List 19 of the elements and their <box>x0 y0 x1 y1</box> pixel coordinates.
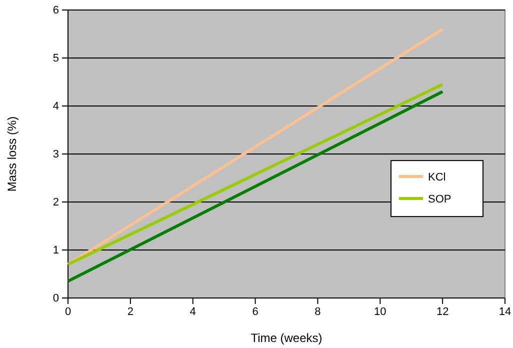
x-tick-label: 8 <box>314 306 321 318</box>
y-tick-label: 6 <box>52 4 59 17</box>
x-tick-label: 6 <box>252 306 258 318</box>
y-tick-label: 5 <box>52 52 59 65</box>
x-tick-label: 4 <box>190 306 196 318</box>
y-tick-label: 2 <box>52 196 59 209</box>
x-axis-title: Time (weeks) <box>250 331 322 345</box>
y-axis-title: Mass loss (%) <box>5 116 19 192</box>
y-tick-label: 0 <box>52 292 59 305</box>
x-tick-label: 14 <box>498 306 512 318</box>
legend-label: KCl <box>428 172 446 184</box>
x-tick-label: 10 <box>374 306 386 318</box>
x-tick-label: 12 <box>436 306 449 318</box>
y-tick-label: 3 <box>52 148 59 161</box>
y-tick-label: 1 <box>52 244 59 257</box>
y-tick-label: 4 <box>52 100 59 113</box>
x-tick-label: 2 <box>127 306 134 318</box>
x-tick-label: 0 <box>64 306 72 318</box>
legend-label: SOP <box>428 194 452 206</box>
